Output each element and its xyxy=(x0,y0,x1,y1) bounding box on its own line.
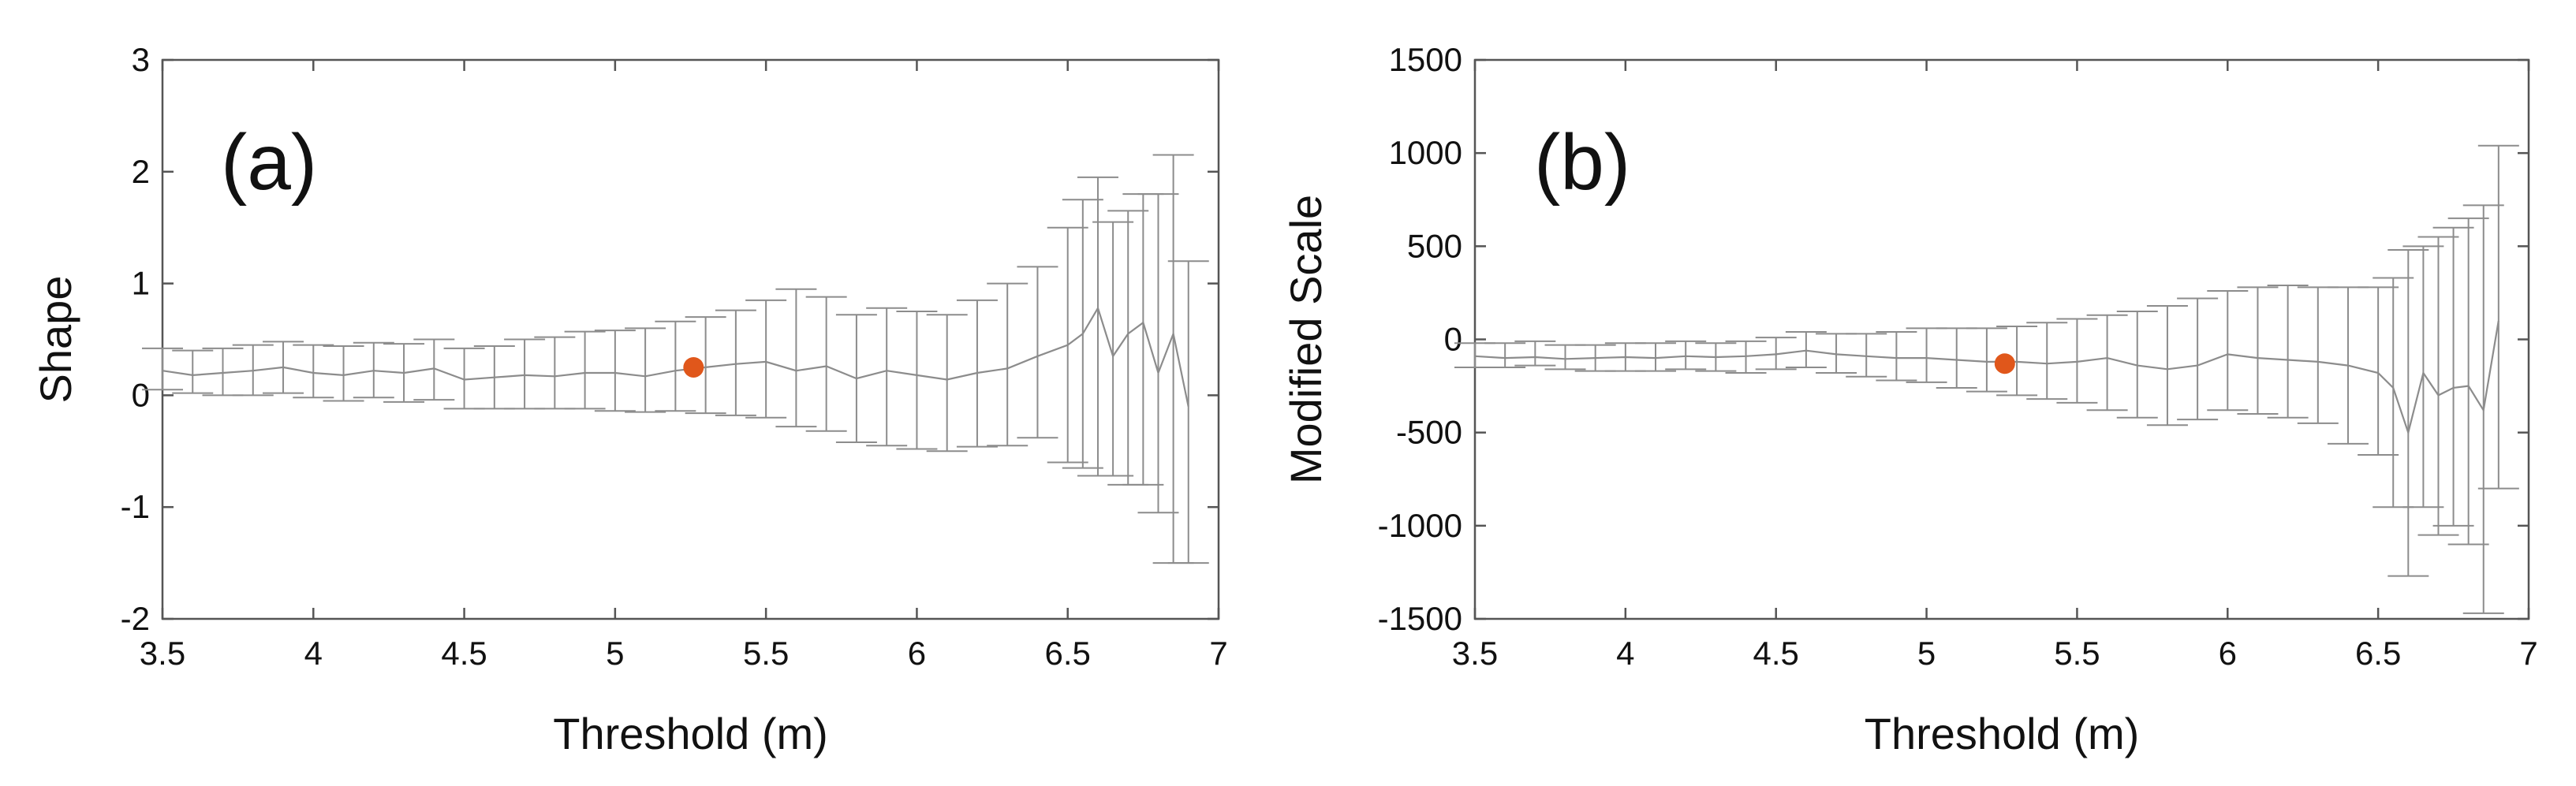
error-bar-a xyxy=(896,311,938,450)
error-bar-b xyxy=(2477,144,2519,490)
error-bar-b xyxy=(2237,286,2279,415)
y-tick-label-b: 1500 xyxy=(1389,41,1462,78)
error-bar-a xyxy=(625,327,666,413)
x-tick-label-a: 4 xyxy=(304,635,323,672)
error-bar-b xyxy=(2116,311,2158,419)
x-tick-label-b: 4.5 xyxy=(1753,635,1799,672)
error-bar-b xyxy=(2387,249,2429,577)
error-bar-a xyxy=(1092,221,1134,477)
y-tick-label-a: -1 xyxy=(121,488,150,525)
y-tick-label-b: 1000 xyxy=(1389,134,1462,171)
panel-label-b: (b) xyxy=(1534,118,1630,207)
y-tick-label-b: 500 xyxy=(1407,227,1462,264)
error-bar-a xyxy=(594,330,636,412)
x-axis-title-a: Threshold (m) xyxy=(553,709,828,758)
error-bar-b xyxy=(2432,226,2474,527)
y-tick-label-a: 3 xyxy=(132,41,150,78)
x-tick-label-a: 5.5 xyxy=(743,635,789,672)
x-axis-title-b: Threshold (m) xyxy=(1865,709,2140,758)
error-bar-a xyxy=(926,314,968,453)
y-tick-label-a: 0 xyxy=(132,376,150,413)
error-bar-b xyxy=(2056,318,2098,404)
error-bar-b xyxy=(1966,327,2007,393)
error-bar-b xyxy=(2417,236,2459,536)
error-bar-b xyxy=(1876,331,1917,382)
error-bar-a xyxy=(715,309,756,416)
error-bar-b xyxy=(2177,297,2219,421)
x-tick-label-b: 7 xyxy=(2519,635,2537,672)
error-bar-b xyxy=(2297,286,2339,424)
error-bar-b xyxy=(1936,327,1977,389)
error-bar-a xyxy=(293,344,334,399)
error-bar-b xyxy=(1846,333,1887,378)
error-bar-b xyxy=(1785,331,1827,368)
x-tick-label-a: 7 xyxy=(1209,635,1227,672)
panel-a: 3.5 4 4.5 5 5.5 6 6.5 7 -2 -1 0 1 2 3 (a) Threshold (m)… xyxy=(31,41,1228,758)
error-bar-b xyxy=(2358,286,2399,456)
error-bar-b xyxy=(2402,245,2444,508)
y-tick-label-a: -2 xyxy=(121,600,150,637)
series-line-a xyxy=(162,306,1189,407)
error-bar-b xyxy=(2086,314,2128,412)
error-bar-b xyxy=(1484,342,1526,368)
error-bar-b xyxy=(2026,322,2068,400)
error-bar-a xyxy=(413,338,455,401)
y-tick-label-a: 1 xyxy=(132,265,150,302)
panel-b: 3.5 4 4.5 5 5.5 6 6.5 7 -1500 -1000 -500 0 500 1000 15… xyxy=(1281,41,2538,758)
x-tick-label-b: 5 xyxy=(1917,635,1936,672)
x-tick-label-a: 4.5 xyxy=(441,635,487,672)
y-tick-label-b: 0 xyxy=(1444,321,1462,358)
x-tick-label-a: 6 xyxy=(908,635,926,672)
error-bar-b xyxy=(1514,340,1556,367)
error-bar-b xyxy=(2267,284,2309,419)
x-tick-label-b: 3.5 xyxy=(1452,635,1498,672)
error-bar-a xyxy=(1017,266,1058,439)
error-bar-a xyxy=(745,299,787,419)
y-axis-title-a: Shape xyxy=(31,276,80,404)
y-tick-label-b: -500 xyxy=(1396,414,1462,451)
x-tick-label-b: 6 xyxy=(2219,635,2237,672)
panel-label-a: (a) xyxy=(221,118,317,207)
y-axis-title-b: Modified Scale xyxy=(1281,195,1331,484)
y-tick-label-b: -1500 xyxy=(1378,600,1462,637)
error-bar-b xyxy=(1755,337,1797,371)
error-bar-a xyxy=(534,336,576,410)
error-bar-a xyxy=(564,330,606,410)
error-bar-b xyxy=(1635,342,1677,372)
plot-frame-b xyxy=(1473,58,2530,620)
x-tick-label-a: 3.5 xyxy=(140,635,185,672)
error-bar-b xyxy=(1906,327,1947,383)
error-bar-a xyxy=(142,347,183,391)
error-bar-a xyxy=(655,320,696,412)
error-bar-a xyxy=(775,288,817,428)
error-bar-a xyxy=(1137,193,1179,514)
x-tick-label-b: 6.5 xyxy=(2355,635,2401,672)
error-bar-b xyxy=(2146,304,2188,427)
plot-frame-a xyxy=(161,58,1220,620)
error-bar-b xyxy=(1665,340,1707,371)
x-tick-label-b: 5.5 xyxy=(2054,635,2100,672)
error-bar-a xyxy=(1167,260,1209,564)
highlight-point-a xyxy=(683,356,704,378)
error-bar-b xyxy=(2207,290,2249,412)
y-tick-label-a: 2 xyxy=(132,153,150,190)
error-bar-a xyxy=(805,296,847,432)
x-tick-label-b: 4 xyxy=(1616,635,1634,672)
error-bar-a xyxy=(866,307,908,447)
highlight-point-b xyxy=(1994,353,2015,374)
error-bar-a xyxy=(323,345,364,402)
error-bar-a xyxy=(172,349,214,394)
series-line-b xyxy=(1474,320,2499,436)
x-tick-label-a: 6.5 xyxy=(1045,635,1091,672)
error-bar-b xyxy=(2447,217,2489,546)
error-bar-a xyxy=(987,282,1029,447)
error-bar-b xyxy=(1996,325,2038,397)
y-tick-label-b: -1000 xyxy=(1378,507,1462,544)
error-bar-b xyxy=(1725,340,1767,374)
x-tick-label-a: 5 xyxy=(606,635,624,672)
error-bar-a xyxy=(685,316,726,415)
error-bar-a xyxy=(504,338,546,410)
